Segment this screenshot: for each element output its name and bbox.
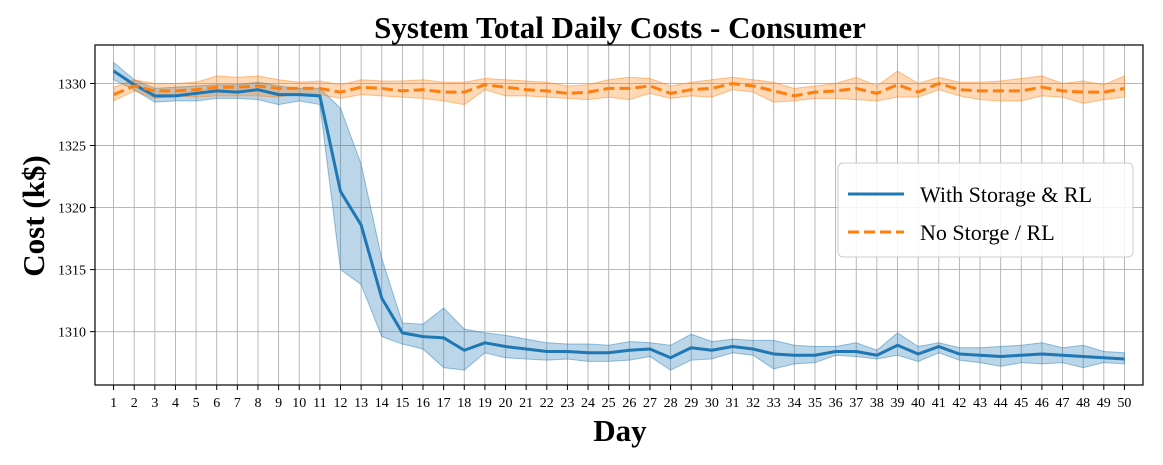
x-tick-label-48: 48 [1076, 396, 1090, 411]
y-tick-label-1325: 1325 [58, 140, 86, 155]
legend-label-2: No Storge / RL [920, 220, 1055, 245]
x-tick-label-7: 7 [234, 396, 241, 411]
x-tick-label-12: 12 [333, 396, 347, 411]
chart-title: System Total Daily Costs - Consumer [374, 10, 866, 45]
x-tick-label-40: 40 [911, 396, 925, 411]
legend: With Storage & RL No Storge / RL [837, 162, 1134, 258]
x-tick-label-32: 32 [746, 396, 760, 411]
x-tick-label-43: 43 [973, 396, 987, 411]
series-1-line [112, 69, 1125, 361]
x-tick-label-14: 14 [375, 396, 389, 411]
x-tick-label-26: 26 [622, 396, 636, 411]
x-tick-label-28: 28 [664, 396, 678, 411]
x-tick-label-19: 19 [478, 396, 492, 411]
x-tick-label-42: 42 [952, 396, 966, 411]
x-tick-label-22: 22 [540, 396, 554, 411]
confidence-bands [113, 61, 1125, 371]
y-tick-label-1330: 1330 [58, 77, 86, 92]
x-tick-label-31: 31 [725, 396, 739, 411]
x-tick-label-23: 23 [560, 396, 574, 411]
x-tick-label-37: 37 [849, 396, 863, 411]
x-tick-label-47: 47 [1056, 396, 1070, 411]
x-tick-label-9: 9 [275, 396, 282, 411]
x-tick-label-34: 34 [787, 396, 801, 411]
series-2-line [112, 81, 1125, 98]
gridlines [95, 45, 1143, 385]
x-tick-label-4: 4 [172, 396, 179, 411]
x-tick-label-11: 11 [313, 396, 326, 411]
x-tick-label-30: 30 [705, 396, 719, 411]
legend-label-1: With Storage & RL [920, 182, 1092, 207]
y-tick-label-1315: 1315 [58, 264, 86, 279]
x-tick-label-15: 15 [395, 396, 409, 411]
x-tick-label-13: 13 [354, 396, 368, 411]
x-tick-label-16: 16 [416, 396, 430, 411]
x-tick-label-29: 29 [684, 396, 698, 411]
x-tick-label-1: 1 [110, 396, 117, 411]
x-tick-label-5: 5 [193, 396, 200, 411]
x-tick-label-41: 41 [932, 396, 946, 411]
x-tick-label-6: 6 [213, 396, 220, 411]
x-tick-label-39: 39 [891, 396, 905, 411]
x-tick-label-21: 21 [519, 396, 533, 411]
x-tick-label-45: 45 [1014, 396, 1028, 411]
x-tick-label-33: 33 [767, 396, 781, 411]
y-tick-label-1310: 1310 [58, 326, 86, 341]
y-tick-label-1320: 1320 [58, 202, 86, 217]
y-axis-ticks: 1310 1315 1320 1325 1330 [58, 77, 95, 341]
x-tick-label-44: 44 [994, 396, 1008, 411]
x-tick-label-20: 20 [499, 396, 513, 411]
x-tick-label-49: 49 [1097, 396, 1111, 411]
x-tick-label-38: 38 [870, 396, 884, 411]
x-tick-label-3: 3 [151, 396, 158, 411]
x-axis-ticks: 1 2 3 4 5 6 7 8 9 10 11 12 13 14 15 16 17 18 19 20 21 22 23 24 2… [110, 385, 1131, 411]
x-tick-label-2: 2 [131, 396, 138, 411]
x-tick-label-25: 25 [602, 396, 616, 411]
x-tick-label-24: 24 [581, 396, 595, 411]
x-tick-label-50: 50 [1117, 396, 1131, 411]
x-tick-label-46: 46 [1035, 396, 1049, 411]
series-2-band [113, 70, 1125, 106]
plot-frame [94, 44, 1144, 386]
x-axis-label: Day [593, 413, 647, 448]
x-tick-label-18: 18 [457, 396, 471, 411]
x-tick-label-8: 8 [254, 396, 261, 411]
x-tick-label-35: 35 [808, 396, 822, 411]
x-tick-label-36: 36 [829, 396, 843, 411]
series-1-band [113, 61, 1125, 371]
legend-box [837, 162, 1134, 258]
x-tick-label-10: 10 [292, 396, 306, 411]
x-tick-label-17: 17 [437, 396, 451, 411]
y-axis-label: Cost (k$) [16, 155, 51, 276]
series-lines [112, 69, 1125, 361]
x-tick-label-27: 27 [643, 396, 657, 411]
